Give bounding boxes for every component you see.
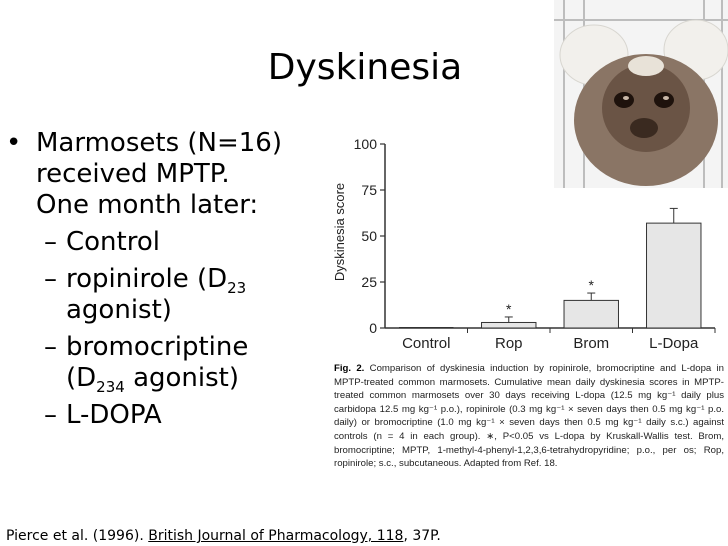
- dash-icon: –: [44, 332, 57, 362]
- x-tick-label: L-Dopa: [649, 335, 699, 352]
- x-tick-label: Brom: [573, 335, 609, 352]
- sub-bullet-ldopa: – L-DOPA: [6, 400, 326, 431]
- sub-bullet-text: bromocriptine: [66, 332, 249, 362]
- y-axis-label: Dyskinesia score: [332, 183, 347, 281]
- citation-authors: Pierce et al. (1996).: [6, 528, 144, 544]
- citation: Pierce et al. (1996). British Journal of…: [6, 527, 441, 545]
- x-tick-label: Control: [402, 335, 450, 352]
- sub-bullet-text: L-DOPA: [66, 400, 162, 430]
- marmoset-icon: [554, 0, 728, 188]
- bar-brom: [563, 299, 619, 329]
- bullet-line: One month later:: [36, 190, 259, 220]
- receptor-subscript: 23: [227, 279, 247, 298]
- citation-journal: British Journal of Pharmacology, 118: [148, 528, 404, 544]
- sub-bullet-text: (D: [66, 363, 97, 393]
- sub-bullet-control: – Control: [6, 227, 326, 258]
- bar-control: [399, 327, 454, 328]
- sub-bullet-bromocriptine: – bromocriptine (D234 agonist): [6, 332, 326, 397]
- sub-bullet-text: agonist): [124, 363, 240, 393]
- sub-bullet-ropinirole: – ropinirole (D23 agonist): [6, 264, 326, 326]
- significance-marker: *: [506, 301, 512, 317]
- bullet-line: Marmosets (N=16): [36, 128, 282, 158]
- marmoset-photo: [554, 0, 728, 188]
- bullet-line: received MPTP.: [36, 159, 230, 189]
- bullet-list: • Marmosets (N=16) received MPTP. One mo…: [6, 128, 326, 431]
- citation-pages: , 37P.: [403, 528, 441, 544]
- receptor-subscript: 234: [96, 378, 125, 397]
- slide-title: Dyskinesia: [267, 47, 463, 88]
- y-tick-label: 25: [361, 274, 377, 290]
- bar-rop: [481, 321, 537, 329]
- x-tick-label: Rop: [495, 335, 523, 352]
- dash-icon: –: [44, 227, 57, 257]
- dash-icon: –: [44, 400, 57, 430]
- y-tick-label: 75: [361, 182, 377, 198]
- figure-caption: Fig. 2. Comparison of dyskinesia inducti…: [334, 362, 724, 471]
- dash-icon: –: [44, 264, 57, 294]
- y-tick-label: 50: [361, 228, 377, 244]
- y-tick-label: 100: [354, 136, 378, 152]
- bar-l-dopa: [646, 222, 702, 329]
- bullet-dot-icon: •: [6, 128, 22, 158]
- dyskinesia-chart: Dyskinesia score 0 25 50 75 100 Control * Rop * B…: [332, 136, 716, 352]
- sub-bullet-text: ropinirole (D: [66, 264, 228, 294]
- y-tick-label: 0: [369, 320, 377, 336]
- caption-text: Comparison of dyskinesia induction by ro…: [334, 363, 725, 470]
- sub-bullet-text: Control: [66, 227, 160, 257]
- caption-label: Fig. 2.: [334, 363, 365, 374]
- bullet-marmosets: • Marmosets (N=16) received MPTP. One mo…: [6, 128, 326, 221]
- significance-marker: *: [589, 277, 595, 293]
- sub-bullet-text: agonist): [66, 295, 172, 325]
